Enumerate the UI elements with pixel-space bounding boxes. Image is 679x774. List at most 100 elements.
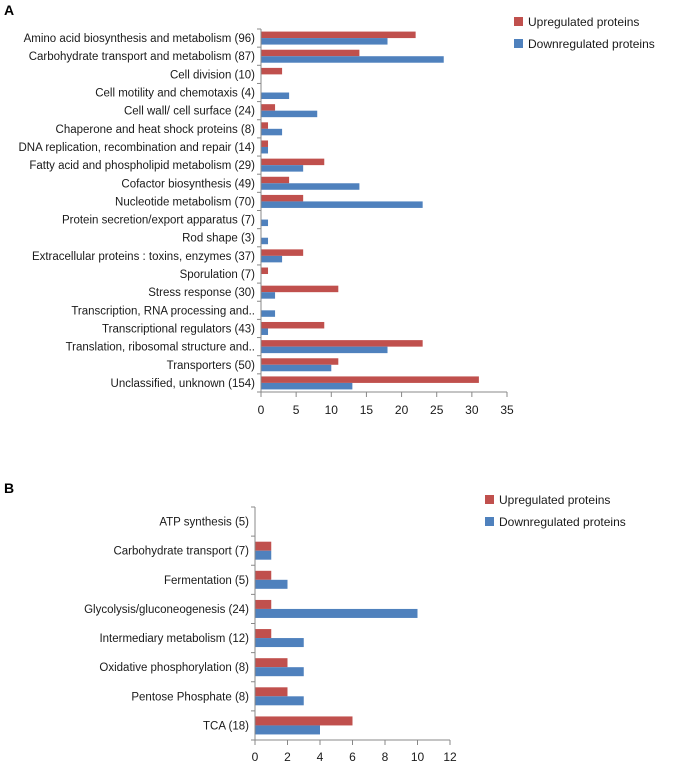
chart-a-category-label: Unclassified, unknown (154) — [111, 378, 256, 390]
chart-a-category-label: DNA replication, recombination and repai… — [18, 142, 255, 154]
chart-b-bar-downregulated — [255, 550, 272, 560]
chart-a-bar-downregulated — [261, 165, 304, 172]
chart-a-bar-upregulated — [261, 31, 416, 39]
chart-a-x-tick-label: 15 — [360, 403, 374, 417]
chart-a-bar-upregulated — [261, 321, 325, 329]
chart-a-bar-downregulated — [261, 110, 318, 118]
chart-b-bar-downregulated — [255, 638, 304, 648]
chart-a-x-tick-label: 35 — [500, 403, 514, 417]
chart-a-bar-upregulated — [261, 376, 479, 383]
chart-b-x-tick-label: 0 — [252, 750, 259, 764]
chart-a-legend-swatch — [514, 17, 523, 26]
chart-b-x-tick-label: 4 — [317, 750, 324, 764]
chart-a-category-label: Rod shape (3) — [182, 233, 255, 245]
chart-b-category-label: Fermentation (5) — [164, 575, 249, 587]
chart-a-bar-upregulated — [261, 176, 290, 184]
chart-b-bar-downregulated — [255, 725, 320, 735]
chart-a-category-label: Sporulation (7) — [180, 269, 256, 281]
chart-a-bar-downregulated — [261, 237, 269, 245]
chart-a-category-label: Cell division (10) — [170, 69, 255, 81]
chart-b-bar-downregulated — [255, 696, 304, 706]
chart-a-category-label: Cofactor biosynthesis (49) — [121, 178, 255, 190]
chart-a-bar-upregulated — [261, 358, 339, 365]
chart-a-bar-downregulated — [261, 38, 388, 45]
chart-a-bar-upregulated — [261, 194, 304, 202]
chart-a-category-label: Nucleotide metabolism (70) — [115, 196, 255, 208]
chart-b-bar-upregulated — [255, 658, 288, 668]
chart-a-bar-upregulated — [261, 158, 325, 166]
chart-a-bar-downregulated — [261, 219, 269, 227]
chart-a-category-label: Amino acid biosynthesis and metabolism (… — [24, 33, 256, 45]
chart-a-bar-downregulated — [261, 146, 269, 154]
chart-b-category-label: ATP synthesis (5) — [159, 517, 249, 529]
chart-a-bar-downregulated — [261, 128, 283, 136]
chart-b-bar-upregulated — [255, 687, 288, 697]
chart-b-bar-downregulated — [255, 608, 418, 618]
chart-b-legend-label: Downregulated proteins — [499, 515, 626, 529]
chart-b-bar-upregulated — [255, 599, 272, 609]
chart-a-category-label: Cell motility and chemotaxis (4) — [95, 88, 255, 100]
chart-a-bar-downregulated — [261, 255, 283, 263]
chart-a-category-label: Stress response (30) — [148, 287, 255, 299]
chart-a-bar-upregulated — [261, 104, 276, 111]
chart-a-x-tick-label: 20 — [395, 403, 409, 417]
chart-a-category-label: Cell wall/ cell surface (24) — [124, 106, 255, 118]
chart-a-bar-downregulated — [261, 92, 290, 100]
chart-a-legend-swatch — [514, 39, 523, 48]
chart-b-category-label: Oxidative phosphorylation (8) — [99, 662, 249, 674]
chart-a-bar-upregulated — [261, 49, 360, 57]
chart-a-bar-upregulated — [261, 285, 339, 293]
chart-a-category-label: Extracellular proteins : toxins, enzymes… — [32, 251, 255, 263]
chart-a-bar-upregulated — [261, 140, 269, 147]
chart-b-legend-swatch — [485, 495, 494, 504]
chart-a-bar-upregulated — [261, 67, 283, 75]
chart-a-category-label: Fatty acid and phospholipid metabolism (… — [29, 160, 255, 172]
chart-a-x-tick-label: 0 — [258, 403, 265, 417]
chart-b-legend-label: Upregulated proteins — [499, 493, 610, 507]
chart-b-panel-label: B — [4, 480, 14, 496]
chart-b-bar-downregulated — [255, 667, 304, 677]
chart-a-category-label: Protein secretion/export apparatus (7) — [62, 215, 255, 227]
chart-b-bar-upregulated — [255, 541, 272, 551]
chart-b-bar-upregulated — [255, 570, 272, 580]
chart-a-bar-downregulated — [261, 328, 269, 335]
chart-a-x-tick-label: 5 — [293, 403, 300, 417]
chart-a-panel-label: A — [4, 2, 14, 18]
chart-a-x-tick-label: 10 — [325, 403, 339, 417]
chart-a-category-label: Transcriptional regulators (43) — [102, 323, 255, 335]
chart-b-legend-swatch — [485, 517, 494, 526]
chart-a-legend-label: Downregulated proteins — [528, 37, 655, 51]
chart-b-category-label: Carbohydrate transport (7) — [113, 546, 249, 558]
chart-a-bar-downregulated — [261, 364, 332, 372]
chart-b-category-label: Pentose Phosphate (8) — [131, 691, 249, 703]
chart-b-bar-upregulated — [255, 629, 272, 639]
chart-a-bar-downregulated — [261, 292, 276, 299]
chart-b-category-label: TCA (18) — [203, 720, 249, 732]
chart-a-category-label: Transporters (50) — [167, 360, 256, 372]
chart-b-x-tick-label: 6 — [349, 750, 356, 764]
chart-a-bar-downregulated — [261, 346, 388, 354]
chart-a-bar-upregulated — [261, 249, 304, 256]
chart-a-legend-label: Upregulated proteins — [528, 15, 639, 29]
chart-a-bar-downregulated — [261, 382, 353, 390]
chart-a-category-label: Carbohydrate transport and metabolism (8… — [29, 51, 255, 63]
chart-a-category-label: Translation, ribosomal structure and.. — [66, 342, 255, 354]
chart-b-x-tick-label: 2 — [284, 750, 291, 764]
chart-b-category-label: Intermediary metabolism (12) — [99, 633, 249, 645]
chart-a-category-label: Chaperone and heat shock proteins (8) — [56, 124, 256, 136]
chart-a-x-tick-label: 30 — [465, 403, 479, 417]
chart-a-bar-downregulated — [261, 183, 360, 190]
chart-b-x-tick-label: 12 — [443, 750, 457, 764]
chart-a-bar-upregulated — [261, 122, 269, 129]
chart-b-bar-upregulated — [255, 716, 353, 726]
chart-b-x-tick-label: 10 — [411, 750, 425, 764]
chart-a-bar-upregulated — [261, 267, 269, 275]
chart-b-x-tick-label: 8 — [382, 750, 389, 764]
chart-a-bar-downregulated — [261, 201, 423, 208]
chart-a-x-tick-label: 25 — [430, 403, 444, 417]
chart-b-bar-downregulated — [255, 579, 288, 589]
chart-a-bar-downregulated — [261, 56, 444, 63]
chart-b-category-label: Glycolysis/gluconeogenesis (24) — [84, 604, 249, 616]
chart-a-bar-upregulated — [261, 340, 423, 347]
